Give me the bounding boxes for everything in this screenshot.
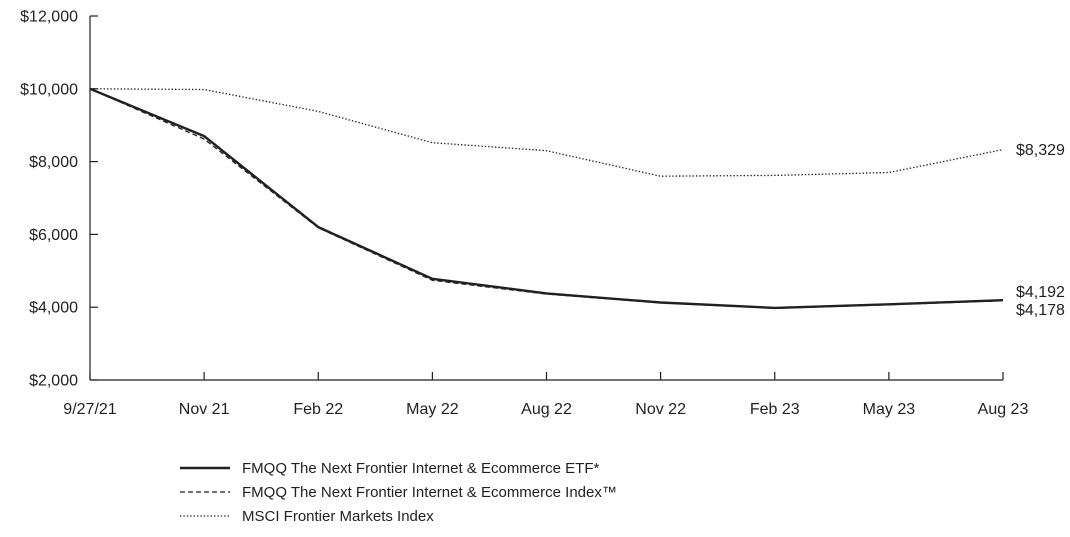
y-tick-label: $2,000 [29, 373, 78, 390]
x-tick-label: Feb 23 [750, 401, 800, 418]
y-axis: $2,000 $4,000 $6,000 $8,000 $10,000 $12,000 [20, 9, 98, 390]
legend: FMQQ The Next Frontier Internet & Ecomme… [180, 460, 617, 525]
x-tick-label: May 23 [863, 401, 916, 418]
end-labels: $8,329 $4,192$4,178 [1016, 142, 1065, 319]
series-lines [89, 87, 1004, 310]
end-value-label: $8,329 [1016, 142, 1065, 159]
legend-item: MSCI Frontier Markets Index [180, 508, 434, 525]
x-tick-label: Aug 23 [978, 401, 1029, 418]
x-tick-label: Aug 22 [521, 401, 572, 418]
x-tick-label: Feb 22 [293, 401, 343, 418]
series-line-dashed [89, 88, 1004, 309]
x-tick-label: Nov 21 [179, 401, 230, 418]
y-tick-label: $12,000 [20, 9, 78, 26]
y-tick-label: $4,000 [29, 300, 78, 317]
legend-label: MSCI Frontier Markets Index [242, 508, 434, 525]
end-value-label: $4,192 [1016, 284, 1065, 301]
legend-label: FMQQ The Next Frontier Internet & Ecomme… [242, 484, 617, 501]
y-tick-label: $8,000 [29, 154, 78, 171]
y-tick-label: $6,000 [29, 227, 78, 244]
y-tick-label: $10,000 [20, 81, 78, 98]
end-value-label: $4,178 [1016, 302, 1065, 319]
x-tick-label: 9/27/21 [63, 401, 116, 418]
legend-label: FMQQ The Next Frontier Internet & Ecomme… [242, 460, 599, 477]
legend-item: FMQQ The Next Frontier Internet & Ecomme… [180, 460, 599, 477]
legend-item: FMQQ The Next Frontier Internet & Ecomme… [180, 484, 617, 501]
series-line-solid [89, 87, 1004, 310]
x-axis: 9/27/21 Nov 21 Feb 22 May 22 Aug 22 Nov 22 Feb… [63, 372, 1028, 418]
x-tick-label: Nov 22 [635, 401, 686, 418]
x-tick-label: May 22 [406, 401, 459, 418]
series-line-dotted [89, 88, 1004, 177]
